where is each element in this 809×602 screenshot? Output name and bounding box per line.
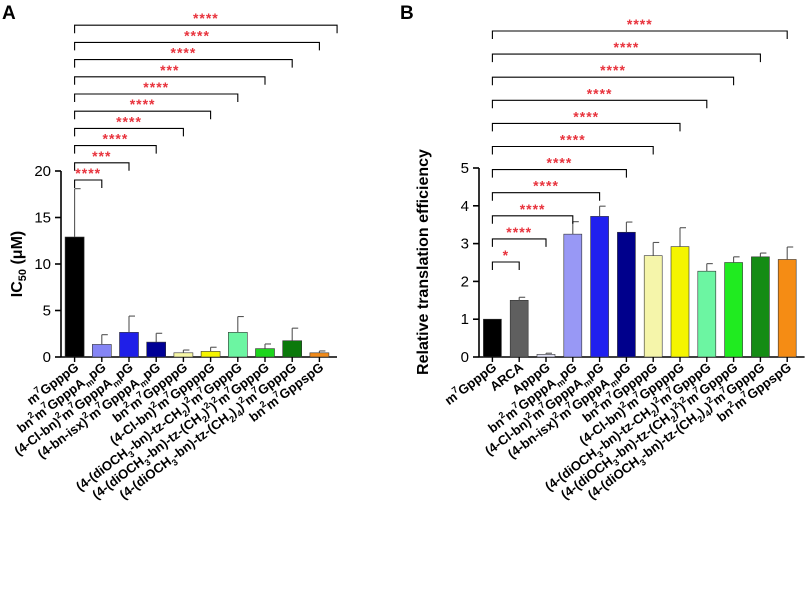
panel-b-y-axis-label: Relative translation efficiency [415,149,432,375]
panel-b-significance-label: **** [533,178,559,194]
panel-a-significance-label: **** [193,10,219,26]
panel-b-bar [509,299,529,358]
panel-a-significance-bracket [74,110,212,120]
panel-b-significance-bracket [491,215,574,224]
panel-b-y-tick-label: 5 [461,160,469,177]
panel-a-label: A [2,3,16,24]
panel-b-bar [724,262,743,358]
panel-b-bar [563,233,583,358]
panel-b-significance-label: **** [547,155,573,171]
panel-b-y-tick-label: 1 [461,311,469,328]
panel-a-significance-bracket [74,145,157,154]
panel-b-bar [697,270,717,358]
panel-a-significance-bracket [74,59,293,68]
panel-a-bar [282,340,303,358]
panel-a-significance-label: **** [171,45,197,61]
panel-b-significance-bracket [491,99,708,109]
panel-a-bar [64,236,85,358]
panel-a-y-tick-label: 20 [34,163,51,180]
panel-a-y-axis-label: IC50 (μM) [9,231,29,297]
panel-b-significance-bracket [491,192,601,201]
panel-b-y-tick-label: 4 [461,198,469,215]
panel-a-significance-bracket [74,76,266,85]
panel-b-bar [777,259,797,358]
panel-b-y-tick-label: 2 [461,273,469,290]
panel-b-bar [590,216,609,358]
panel-b-significance-label: **** [600,62,626,78]
panel-b-y-tick-label: 0 [461,349,469,366]
panel-a-significance-bracket [74,162,130,171]
panel-b-significance-label: **** [627,16,653,32]
panel-b-significance-bracket [491,145,654,155]
panel-b-bar [617,231,636,358]
panel-b-label: B [400,3,414,24]
panel-b-bar [483,318,502,358]
panel-a-bar [173,352,194,358]
panel-a-significance-label: **** [184,27,210,43]
panel-b-significance-label: **** [560,132,586,148]
panel-a-bar [146,341,166,358]
panel-a-significance-bracket [74,41,320,51]
panel-b-significance-bracket [491,169,627,178]
panel-a-significance-bracket [74,179,103,188]
panel-b-significance-label: * [503,247,509,263]
panel-a-bar [119,332,139,358]
panel-b-significance-label: **** [520,201,546,217]
panel-b-bar [536,354,556,358]
panel-b-significance-bracket [491,261,520,270]
panel-a-y-tick-label: 5 [43,303,51,320]
panel-a-significance-label: **** [116,113,142,129]
panel-b-significance-bracket [491,238,547,247]
panel-b-significance-bracket [491,30,788,39]
panel-b-significance-bracket [491,53,761,63]
panel-a-y-tick-label: 0 [43,349,51,366]
panel-b-y-tick-label: 3 [461,236,469,253]
panel-a-bar [255,348,275,358]
panel-a-significance-bracket [74,93,239,102]
panel-a-significance-bracket [74,127,184,137]
panel-a-significance-label: **** [143,79,169,95]
panel-b-bar [751,256,770,358]
panel-a-significance-label: **** [103,131,129,147]
panel-b-significance-label: **** [506,224,532,240]
panel-a-bar [228,332,248,358]
panel-a-significance-label: **** [75,165,101,181]
panel-a-y-tick-label: 15 [34,210,51,227]
panel-b-significance-bracket [491,76,735,86]
panel-b-significance-label: **** [587,85,613,101]
panel-a-bar [92,344,112,358]
panel-b-bar [643,255,663,358]
panel-a-significance-label: *** [160,62,179,78]
panel-a-y-tick-label: 10 [34,256,51,273]
panel-b-significance-bracket [491,122,681,132]
panel-a-bar [309,352,330,358]
panel-a-significance-label: **** [130,96,156,112]
panel-b-significance-label: **** [614,39,640,55]
panel-a-significance-bracket [74,24,338,34]
panel-b-bar [670,246,690,358]
panel-a-bar [200,351,221,358]
panel-b-significance-label: **** [573,108,599,124]
panel-a-significance-label: *** [92,148,111,164]
